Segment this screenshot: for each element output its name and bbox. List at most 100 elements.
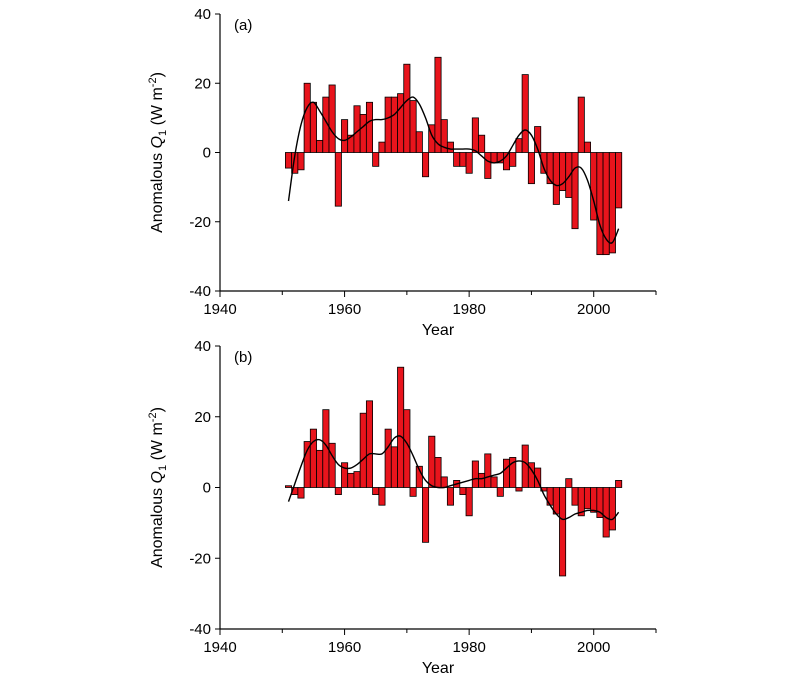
y-axis-title-symbol: Q [149,136,166,148]
panel-label: (b) [234,349,252,366]
bar-1951 [284,152,293,169]
bar-1973 [422,152,430,178]
y-tick-label: 20 [194,409,211,426]
bar-1971 [409,487,417,497]
bar-1986 [502,458,511,488]
bar-1989 [521,74,529,153]
bar-1962 [353,471,361,488]
bar-1987 [509,152,517,167]
bar-1977 [446,141,454,153]
y-tick-label: 0 [203,480,211,497]
y-axis-title-exponent: -2 [147,77,159,87]
y-tick-label: -20 [189,214,211,231]
bar-1983 [484,453,492,488]
bar-1954 [303,441,311,488]
bar-1966 [378,487,386,506]
x-tick-label: 1960 [328,639,361,656]
y-axis-title-subscript: 1 [157,130,169,136]
bar-1995 [559,487,567,577]
bar-1968 [390,96,398,153]
bar-1963 [359,114,367,153]
bar-1955 [309,428,317,488]
y-axis-title-units: (W m [149,422,166,465]
bar-1959 [334,152,342,207]
smoothed-curve [287,96,620,244]
bar-1953 [297,487,305,499]
bar-1954 [303,82,311,153]
bar-1974 [428,435,436,488]
bar-1988 [515,487,523,492]
bar-2002 [602,487,610,538]
bar-1955 [309,101,317,153]
y-axis-title: Anomalous Q1 (W m-2) [147,72,169,233]
x-tick-label: 1980 [452,301,485,318]
bar-1969 [397,93,405,153]
bar-1959 [334,487,342,495]
y-axis-title-units: (W m [149,87,166,130]
panel-a: -40 -20 0 20 40 1940 1960 1980 2000 Year Anomalous… [147,6,657,339]
bar-1988 [515,138,523,153]
y-tick-label: 20 [194,75,211,92]
bar-1997 [571,152,579,230]
bar-1984 [490,476,498,488]
bars [284,56,623,256]
bar-1987 [509,457,517,488]
y-axis-title-prefix: Anomalous [149,483,166,568]
bar-1985 [496,487,504,497]
bar-1968 [390,446,398,488]
x-tick-label: 1940 [203,301,236,318]
bar-1996 [565,478,573,488]
bars [284,366,623,577]
bar-1997 [571,487,579,506]
bar-1999 [583,487,591,510]
y-tick-label: 40 [194,6,211,23]
bar-1979 [459,487,467,495]
bar-1953 [297,152,305,171]
panel-label: (a) [234,17,252,34]
y-tick-label: -40 [189,283,211,300]
bar-1966 [378,141,386,153]
bar-1975 [434,457,442,488]
bar-1964 [365,400,373,488]
bar-1969 [397,366,405,488]
y-tick-label: 0 [203,145,211,162]
bar-1979 [459,152,467,167]
bar-1967 [384,96,392,153]
x-axis-title: Year [422,660,455,677]
bar-1960 [341,462,349,488]
y-tick-label: -20 [189,550,211,567]
bar-2000 [590,487,598,513]
bar-1996 [565,152,573,198]
y-axis-title-close: ) [149,72,166,77]
bar-2003 [608,487,616,531]
bar-1964 [365,101,373,153]
bar-1958 [328,84,336,153]
bar-1981 [471,117,479,153]
bar-1965 [372,487,380,495]
y-axis-title-symbol: Q [149,471,166,483]
bar-1980 [465,152,473,174]
bar-1976 [440,119,448,153]
y-axis-title-prefix: Anomalous [149,148,166,233]
bar-1982 [478,472,486,488]
bar-1970 [403,63,411,153]
y-axis-title-close: ) [149,407,166,412]
y-axis-title-subscript: 1 [157,465,169,471]
bar-1983 [484,152,492,179]
bar-2004 [615,152,623,209]
x-tick-label: 1940 [203,639,236,656]
x-tick-label: 1960 [328,301,361,318]
bar-1976 [440,476,448,488]
bar-1958 [328,442,336,488]
bar-2004 [615,480,623,488]
panel-b: -40 -20 0 20 40 1940 1960 1980 2000 Year Anomalous… [147,338,657,677]
smoothed-curve [287,435,620,521]
bar-1956 [316,449,324,488]
bar-1978 [453,152,461,167]
y-axis-title-exponent: -2 [147,412,159,422]
bar-1963 [359,412,367,488]
bar-1961 [347,472,355,488]
bar-1994 [552,152,560,205]
bar-1972 [415,131,423,153]
